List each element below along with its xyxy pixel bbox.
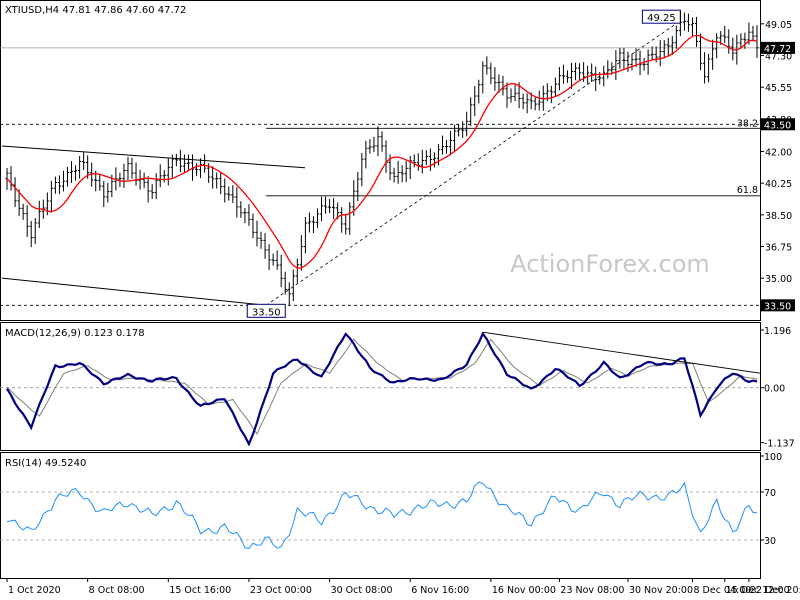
- y-tick-label: 47.30: [765, 52, 792, 63]
- y-tick-label: 40.25: [765, 179, 792, 190]
- price-tag-bg: [761, 118, 795, 131]
- price-title: XTIUSD,H4 47.81 47.86 47.60 47.72: [5, 5, 186, 16]
- annotation-label: 33.50: [252, 307, 281, 318]
- macd-title: MACD(12,26,9) 0.123 0.178: [5, 328, 145, 339]
- rsi-title: RSI(14) 49.5240: [5, 458, 86, 469]
- channel-upper-line: [1, 145, 306, 169]
- price-trendlines: 49.25 33.50: [1, 9, 681, 318]
- macd-panel-border: [0, 322, 761, 451]
- macd-y-tick-label: 1.196: [764, 326, 791, 337]
- price-tag-bg: [761, 299, 795, 312]
- time-axis: 1 Oct 2020 8 Oct 08:00 15 Oct 16:00 23 Oct …: [6, 578, 800, 596]
- fib-label-38: 38.2: [737, 118, 758, 129]
- moving-average: [6, 34, 758, 269]
- macd-series-macd: [6, 331, 758, 447]
- x-tick-label: 30 Nov 20:00: [629, 585, 693, 596]
- x-tick-label: 22 Dec 20:00: [750, 585, 800, 596]
- x-tick-label: 23 Nov 08:00: [560, 585, 624, 596]
- x-tick-label: 6 Nov 16:00: [411, 585, 469, 596]
- x-tick-label: 15 Oct 16:00: [169, 585, 231, 596]
- x-tick-label: 15 Dec 12:00: [726, 585, 790, 596]
- x-tick-label: 30 Oct 08:00: [331, 585, 393, 596]
- x-tick-label: 1 Oct 2020: [8, 585, 61, 596]
- macd-y-tick-label: 0.00: [764, 384, 785, 395]
- y-tick-label: 35.00: [765, 274, 792, 285]
- price-candles: [5, 11, 759, 306]
- y-tick-label: 42.00: [765, 147, 792, 158]
- macd-divergence-line: [482, 331, 761, 374]
- annotation-box: [246, 303, 286, 318]
- price-axis: 49.0547.3045.5543.8042.0040.2538.5036.75…: [760, 20, 795, 312]
- price-tag-bg: [761, 41, 795, 54]
- macd-y-tick-label: -1.137: [764, 439, 795, 450]
- x-tick-label: 16 Nov 00:00: [492, 585, 556, 596]
- y-tick-label: 38.50: [765, 211, 792, 222]
- rsi-series: [6, 481, 758, 550]
- x-tick-label: 8 Oct 08:00: [89, 585, 145, 596]
- ma-line: [6, 34, 758, 269]
- y-tick-label: 49.05: [765, 20, 792, 31]
- y-tick-label: 36.75: [765, 242, 792, 253]
- x-tick-label: 8 Dec 04:00: [693, 585, 751, 596]
- rsi-y-tick-label: 30: [764, 536, 776, 547]
- rsi-y-tick-label: 100: [764, 452, 782, 463]
- rsi-panel-border: [0, 452, 761, 579]
- price-panel-border: [0, 0, 761, 321]
- price-tag: 43.50: [764, 120, 791, 131]
- fib-label: 61.8: [737, 185, 758, 196]
- rsi-plot: 100 70 30: [0, 452, 782, 550]
- price-tag: 33.50: [764, 301, 791, 312]
- annotation-label: 49.25: [647, 13, 676, 24]
- channel-lower-line: [1, 277, 286, 308]
- macd-plot: 1.196 0.00 -1.137: [0, 326, 795, 450]
- price-levels: 61.8 38.2: [0, 47, 760, 306]
- watermark: ActionForex.com: [510, 250, 710, 278]
- macd-series-signal: [6, 338, 758, 435]
- price-tag: 47.72: [764, 44, 791, 55]
- rsi-y-tick-label: 70: [764, 488, 776, 499]
- y-tick-label: 45.55: [765, 83, 792, 94]
- x-tick-label: 23 Oct 00:00: [250, 585, 312, 596]
